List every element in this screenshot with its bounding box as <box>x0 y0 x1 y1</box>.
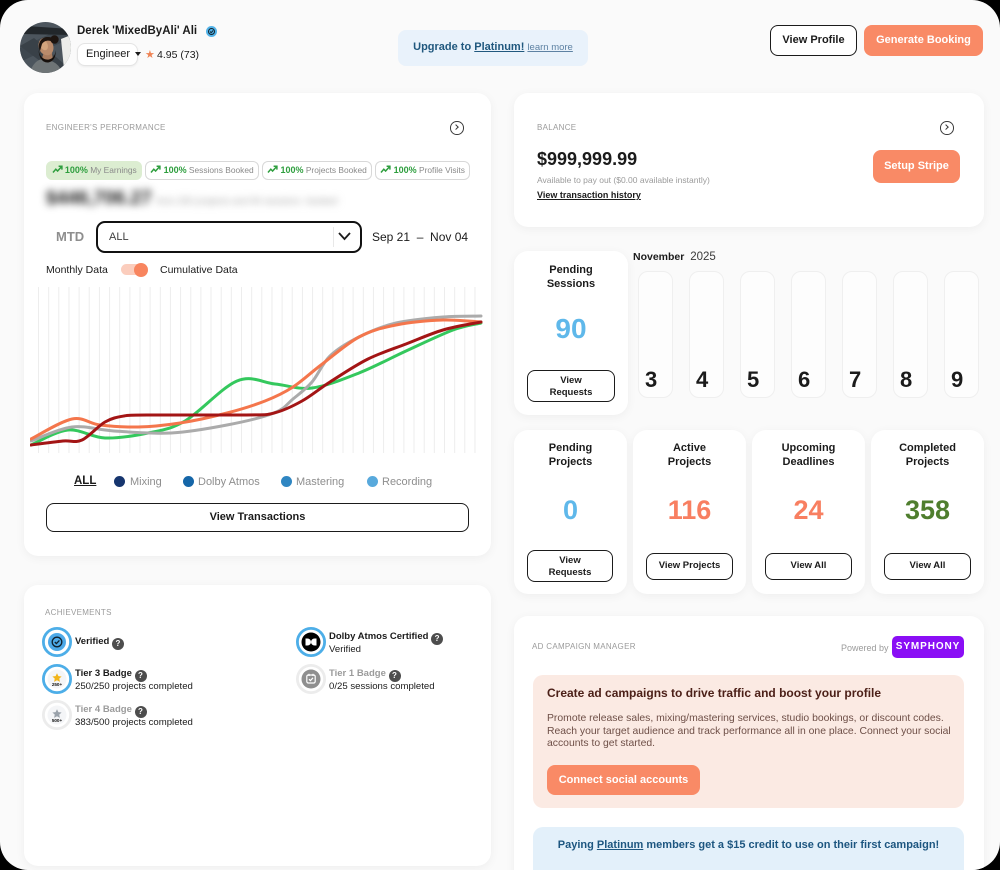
svg-text:500+: 500+ <box>52 718 63 723</box>
svg-text:250+: 250+ <box>52 682 63 687</box>
